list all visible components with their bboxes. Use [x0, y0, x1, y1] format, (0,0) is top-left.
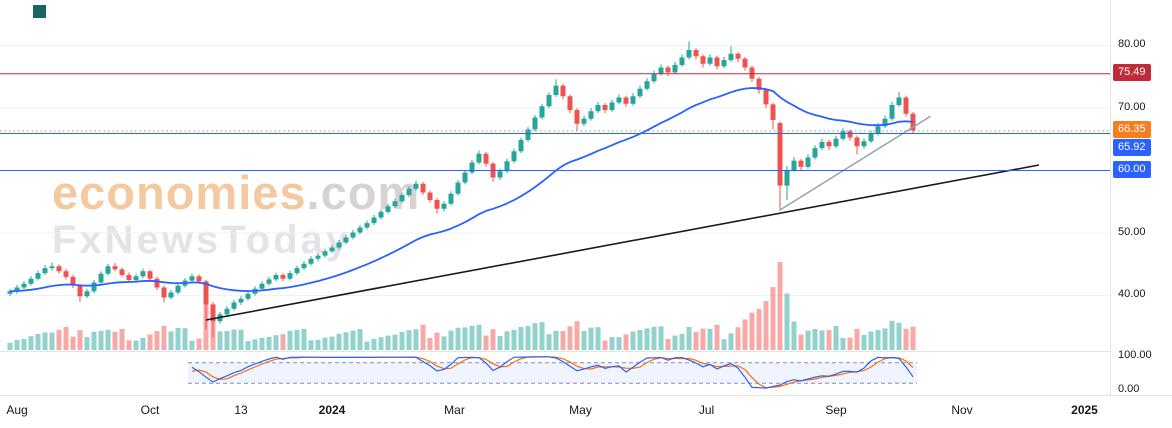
price-tick-label: 70.00: [1118, 100, 1146, 113]
price-tick-label: 0.00: [1118, 383, 1140, 395]
time-tick-label: Nov: [951, 403, 973, 417]
candles-layer: [7, 41, 916, 338]
price-line-badge: 66.35: [1113, 121, 1151, 139]
price-tick-label: 80.00: [1118, 38, 1146, 50]
time-tick-label: 13: [234, 403, 248, 417]
price-line-badge: 65.92: [1113, 139, 1151, 157]
time-tick-label: Jul: [698, 403, 715, 417]
time-tick-label: Aug: [6, 403, 28, 417]
time-tick-label: May: [569, 403, 592, 417]
volume-layer: [7, 262, 916, 350]
oscillator-layer: [188, 356, 917, 389]
time-tick-label: 2024: [318, 403, 346, 417]
time-axis[interactable]: Aug Oct 13 2024 Mar May Jul Sep Nov 2025: [0, 395, 1172, 428]
corner-logo-square: [33, 5, 46, 18]
price-tick-label: 40.00: [1118, 288, 1146, 300]
chart-canvas[interactable]: [0, 0, 1110, 395]
time-tick-label: Oct: [140, 403, 160, 417]
watermark: economies.com FxNewsToday: [52, 166, 421, 262]
moving-average-layer: [9, 87, 914, 293]
watermark-brand: economies: [52, 166, 307, 219]
watermark-subtitle: FxNewsToday: [52, 217, 351, 262]
price-line-badge: 60.00: [1113, 161, 1151, 178]
price-line-badge: 75.49: [1113, 64, 1151, 82]
price-tick-label: 100.00: [1118, 349, 1152, 361]
trendline-layer: [205, 115, 1040, 321]
time-tick-label: Mar: [444, 403, 465, 417]
time-tick-label: 2025: [1071, 403, 1098, 417]
time-tick-label: Sep: [825, 403, 847, 417]
watermark-domain-suffix: .com: [306, 166, 421, 219]
price-axis[interactable]: 80.00 70.00 50.00 40.00 100.00 0.00 75.49 66.35…: [1110, 0, 1172, 395]
price-tick-label: 50.00: [1118, 225, 1146, 238]
